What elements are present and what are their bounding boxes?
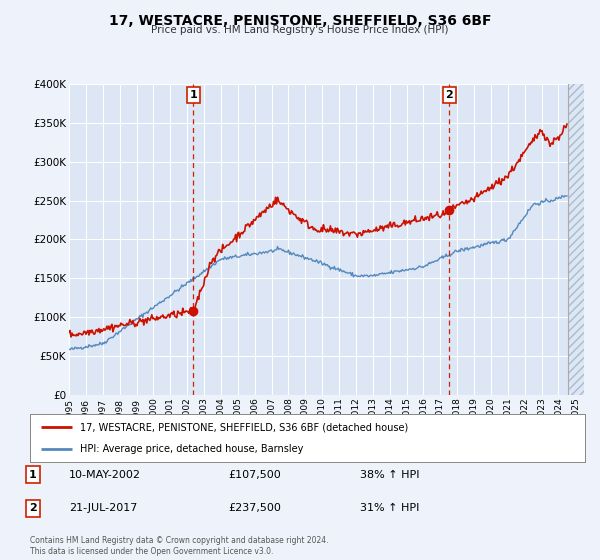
Text: Price paid vs. HM Land Registry's House Price Index (HPI): Price paid vs. HM Land Registry's House … bbox=[151, 25, 449, 35]
Text: 2: 2 bbox=[29, 503, 37, 513]
Text: £107,500: £107,500 bbox=[228, 470, 281, 479]
Text: 17, WESTACRE, PENISTONE, SHEFFIELD, S36 6BF (detached house): 17, WESTACRE, PENISTONE, SHEFFIELD, S36 … bbox=[80, 422, 408, 432]
Text: 2: 2 bbox=[446, 90, 454, 100]
Text: 38% ↑ HPI: 38% ↑ HPI bbox=[360, 470, 419, 479]
Text: 31% ↑ HPI: 31% ↑ HPI bbox=[360, 503, 419, 513]
Text: £237,500: £237,500 bbox=[228, 503, 281, 513]
Text: 1: 1 bbox=[29, 470, 37, 479]
Text: 17, WESTACRE, PENISTONE, SHEFFIELD, S36 6BF: 17, WESTACRE, PENISTONE, SHEFFIELD, S36 … bbox=[109, 14, 491, 28]
Bar bbox=[568, 84, 584, 395]
Text: 10-MAY-2002: 10-MAY-2002 bbox=[69, 470, 141, 479]
Text: HPI: Average price, detached house, Barnsley: HPI: Average price, detached house, Barn… bbox=[80, 444, 304, 454]
Text: 1: 1 bbox=[190, 90, 197, 100]
Text: Contains HM Land Registry data © Crown copyright and database right 2024.
This d: Contains HM Land Registry data © Crown c… bbox=[30, 536, 329, 556]
Text: 21-JUL-2017: 21-JUL-2017 bbox=[69, 503, 137, 513]
